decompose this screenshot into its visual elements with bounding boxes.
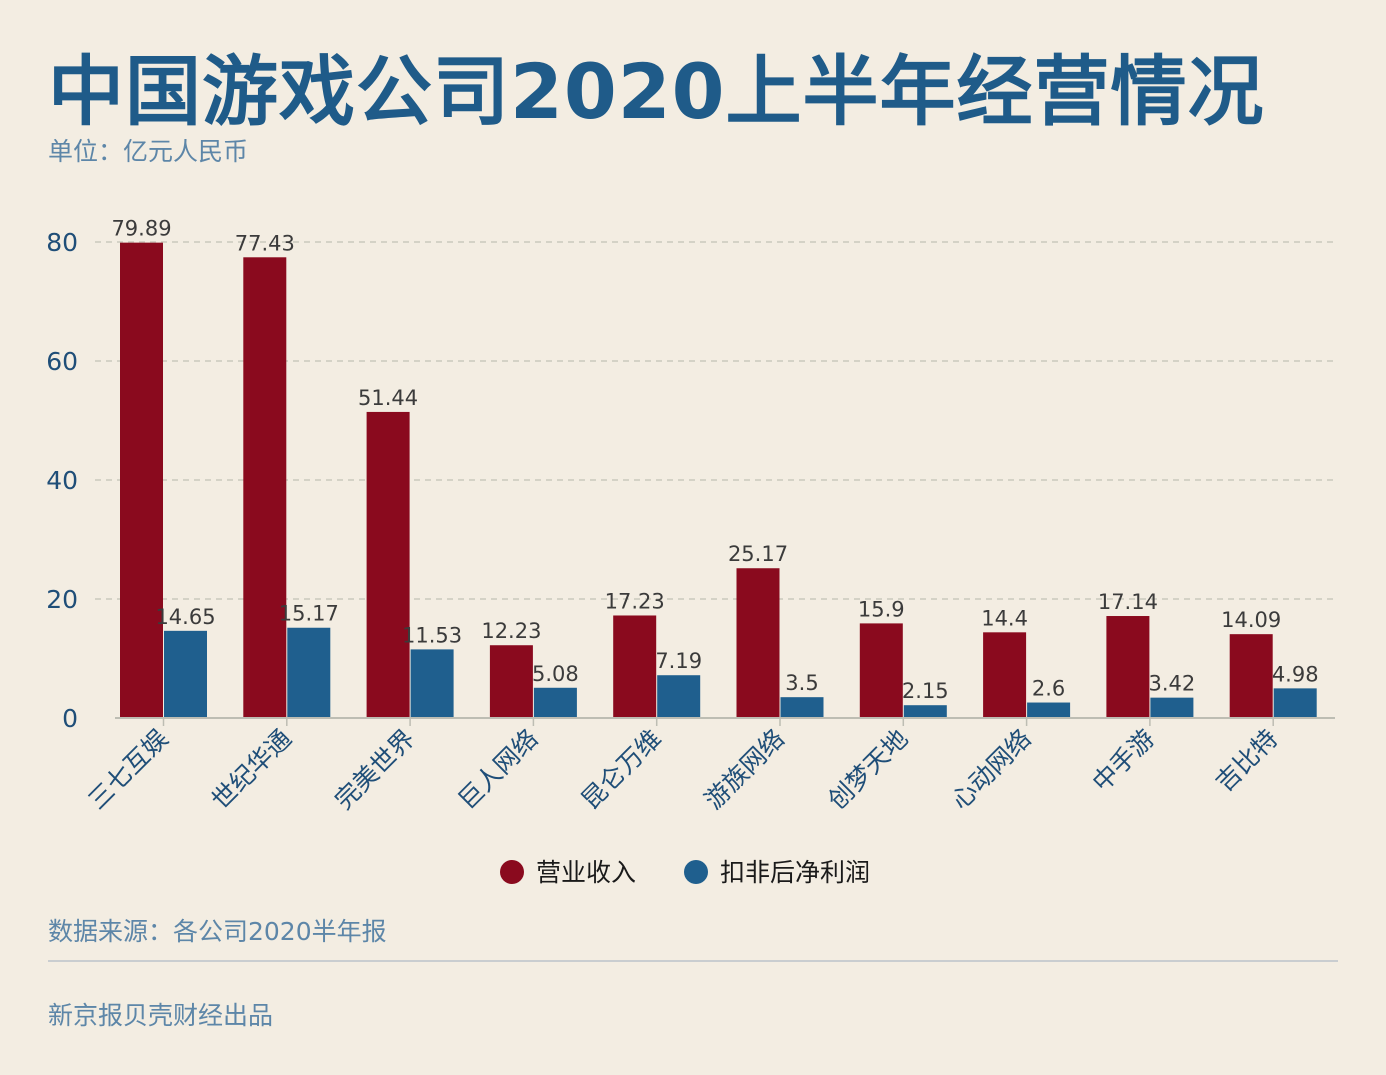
x-tick-label: 吉比特	[1210, 724, 1284, 798]
profit-value-label: 11.53	[402, 623, 462, 647]
x-tick-label: 巨人网络	[452, 724, 543, 815]
chart-title: 中国游戏公司2020上半年经营情况	[48, 47, 1265, 136]
profit-value-label: 7.19	[655, 649, 702, 673]
x-tick-label: 创梦天地	[822, 724, 913, 815]
profit-bar	[903, 705, 947, 718]
revenue-value-label: 17.14	[1098, 590, 1158, 614]
profit-value-label: 5.08	[532, 662, 579, 686]
y-tick-label: 80	[46, 228, 78, 257]
profit-value-label: 4.98	[1272, 662, 1319, 686]
footer-divider	[48, 960, 1338, 962]
x-tick-label: 中手游	[1087, 724, 1161, 798]
revenue-value-label: 15.9	[858, 597, 905, 621]
revenue-bar	[1229, 634, 1273, 718]
revenue-value-label: 12.23	[481, 619, 541, 643]
revenue-bar	[736, 568, 780, 718]
legend-revenue-label: 营业收入	[536, 858, 636, 887]
profit-bar	[287, 627, 331, 718]
revenue-bar	[859, 623, 903, 718]
revenue-value-label: 25.17	[728, 542, 788, 566]
bar-chart: 0 20 40 60 80 79.89 14.65 三七互娱 77.43 15.17 世纪华通 51.…	[46, 217, 1335, 887]
y-tick-label: 20	[46, 585, 78, 614]
revenue-value-label: 17.23	[605, 589, 665, 613]
profit-bar	[1150, 697, 1194, 718]
source-note: 数据来源：各公司2020半年报	[48, 917, 387, 946]
profit-bar	[164, 630, 207, 718]
revenue-bar	[120, 242, 163, 719]
y-tick-label: 60	[46, 347, 78, 376]
profit-value-label: 2.15	[902, 679, 949, 703]
profit-bar	[780, 697, 824, 718]
revenue-value-label: 79.89	[111, 217, 171, 241]
revenue-value-label: 77.43	[235, 231, 295, 255]
revenue-bar	[1106, 616, 1150, 718]
profit-value-label: 2.6	[1032, 677, 1065, 701]
y-tick-label: 40	[46, 466, 78, 495]
legend-profit-label: 扣非后净利润	[720, 858, 870, 887]
profit-value-label: 3.42	[1149, 672, 1196, 696]
y-tick-label: 0	[62, 704, 78, 733]
profit-bar	[1273, 688, 1317, 718]
profit-value-label: 15.17	[279, 602, 339, 626]
revenue-value-label: 14.4	[981, 606, 1028, 630]
profit-bar	[1027, 702, 1071, 718]
x-tick-label: 完美世界	[329, 724, 420, 815]
legend-profit-marker	[684, 860, 708, 884]
revenue-bar	[613, 615, 657, 718]
profit-bar	[657, 675, 701, 718]
revenue-bar	[983, 632, 1027, 718]
x-tick-label: 世纪华通	[206, 724, 297, 815]
profit-value-label: 14.65	[155, 605, 215, 629]
revenue-bar	[243, 257, 287, 718]
revenue-bar	[366, 411, 410, 718]
revenue-bar	[489, 645, 533, 718]
profit-value-label: 3.5	[785, 671, 818, 695]
legend-revenue-marker	[500, 860, 524, 884]
x-tick-label: 游族网络	[699, 724, 790, 815]
revenue-value-label: 14.09	[1221, 608, 1281, 632]
x-tick-label: 三七互娱	[83, 724, 174, 815]
profit-bar	[410, 649, 454, 718]
profit-bar	[533, 687, 577, 718]
unit-label: 单位：亿元人民币	[48, 137, 249, 166]
credit-note: 新京报贝壳财经出品	[48, 1001, 274, 1030]
revenue-value-label: 51.44	[358, 386, 418, 410]
x-tick-label: 昆仑万维	[576, 724, 667, 815]
x-tick-label: 心动网络	[946, 724, 1037, 815]
